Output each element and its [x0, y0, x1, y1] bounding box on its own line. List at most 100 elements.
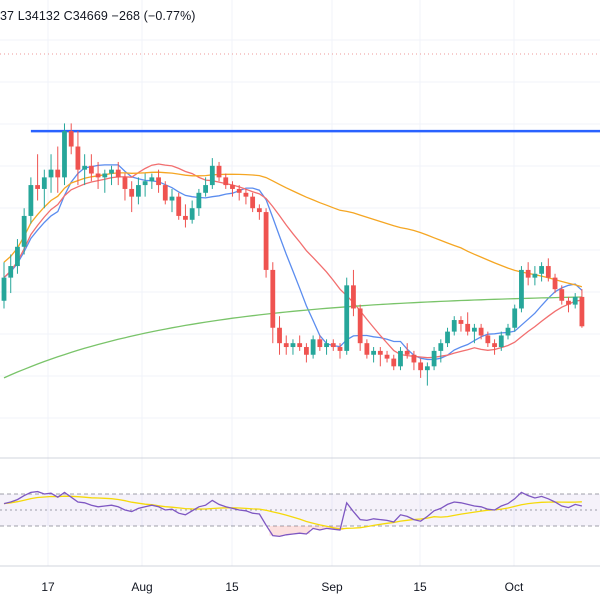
candle-body — [290, 343, 296, 348]
candle-body — [21, 215, 27, 247]
candle-body — [310, 339, 316, 355]
ma-fast-line — [3, 164, 583, 361]
candle — [512, 304, 518, 332]
candle-body — [465, 323, 471, 332]
candle-body — [445, 331, 450, 344]
candlesticks — [1, 123, 585, 386]
candle — [505, 323, 511, 340]
candle-body — [149, 177, 155, 182]
candle — [35, 154, 40, 201]
candle — [162, 181, 168, 205]
candle — [169, 188, 175, 213]
candle — [391, 354, 397, 371]
candle-body — [552, 277, 558, 290]
candle — [68, 123, 74, 155]
candle-body — [115, 169, 121, 178]
rsi-ma-line — [3, 495, 582, 530]
candle-body — [337, 347, 343, 351]
candle — [122, 173, 128, 201]
time-tick-label: Aug — [131, 580, 152, 594]
candle — [297, 335, 303, 351]
candle-body — [559, 289, 565, 301]
candle — [478, 323, 484, 340]
grid-lines — [0, 0, 600, 567]
candle — [424, 362, 430, 386]
candle-body — [62, 131, 67, 178]
candle-body — [579, 296, 585, 327]
time-tick-label: Sep — [321, 580, 343, 594]
candle-body — [8, 266, 14, 278]
candle-body — [1, 277, 7, 301]
candle-body — [216, 165, 222, 178]
candle — [438, 339, 444, 363]
candle-body — [189, 208, 195, 220]
candle-body — [344, 285, 350, 351]
moving-averages — [3, 163, 583, 379]
time-tick-label: 15 — [413, 580, 427, 594]
candle — [317, 335, 323, 351]
candle — [492, 339, 497, 355]
candle — [243, 188, 249, 205]
candle — [377, 347, 383, 367]
candle — [277, 316, 282, 355]
candle — [566, 296, 571, 313]
candle — [270, 262, 276, 344]
candle-body — [55, 169, 61, 178]
candle — [351, 269, 356, 317]
rsi-oversold-fill — [316, 526, 324, 530]
candle-body — [48, 169, 54, 178]
candle-body — [169, 196, 175, 201]
candle — [263, 208, 269, 278]
candle-body — [102, 173, 108, 178]
candle — [572, 293, 578, 309]
candle-body — [142, 181, 148, 186]
candle-body — [95, 173, 101, 178]
candle-body — [28, 185, 34, 216]
candle — [196, 188, 202, 216]
candle-body — [351, 285, 356, 309]
candle-body — [317, 339, 323, 348]
candle — [75, 131, 81, 186]
candle-body — [183, 215, 188, 220]
low-value: L34132 — [17, 9, 60, 23]
candle-body — [391, 358, 397, 367]
candle — [337, 343, 343, 359]
candle — [283, 335, 289, 355]
candle — [48, 154, 54, 193]
rsi-oversold-fill — [269, 526, 277, 536]
candle — [579, 289, 585, 328]
candle — [28, 177, 34, 224]
candle — [1, 262, 7, 309]
candle-body — [283, 343, 289, 348]
candle — [115, 161, 121, 186]
time-axis: 17 Aug 15 Sep 15 Oct — [41, 580, 524, 594]
candle-body — [485, 335, 491, 344]
candle — [465, 312, 471, 336]
candle-body — [203, 185, 208, 193]
candle — [398, 347, 403, 371]
candle — [203, 177, 208, 197]
time-tick-label: 15 — [225, 580, 239, 594]
candle — [15, 239, 20, 274]
candle-body — [270, 269, 276, 328]
candle-body — [176, 196, 182, 216]
candle-body — [122, 177, 128, 189]
candle-body — [82, 165, 88, 170]
candle — [545, 258, 551, 282]
candle — [62, 123, 67, 186]
candle — [411, 350, 417, 371]
candle — [156, 169, 161, 193]
candle — [136, 177, 141, 205]
candle — [472, 323, 477, 344]
candle — [102, 169, 108, 193]
candle-body — [35, 185, 40, 189]
candle-body — [75, 146, 81, 170]
candle-body — [539, 266, 544, 274]
candle-body — [398, 350, 403, 367]
candle-body — [88, 165, 94, 174]
candle-body — [230, 185, 235, 189]
candle-body — [532, 273, 538, 278]
candle — [256, 204, 262, 220]
